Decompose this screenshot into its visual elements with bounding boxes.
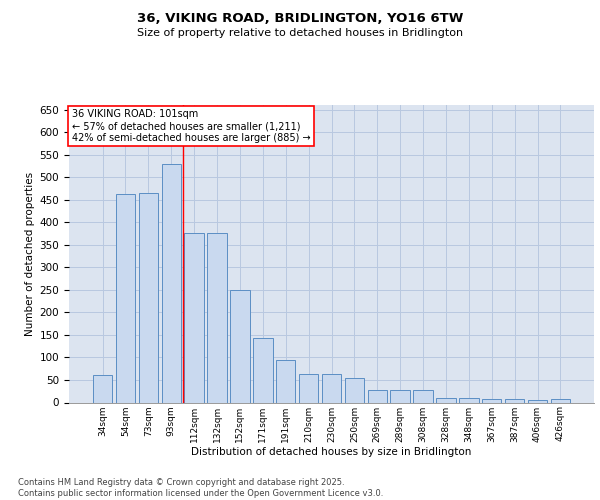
Bar	[116, 194, 135, 402]
Bar	[436, 398, 455, 402]
Bar	[299, 374, 319, 402]
Text: 36, VIKING ROAD, BRIDLINGTON, YO16 6TW: 36, VIKING ROAD, BRIDLINGTON, YO16 6TW	[137, 12, 463, 26]
Bar	[528, 400, 547, 402]
Bar	[482, 399, 502, 402]
Bar	[208, 234, 227, 402]
X-axis label: Distribution of detached houses by size in Bridlington: Distribution of detached houses by size …	[191, 447, 472, 457]
Bar	[93, 374, 112, 402]
Bar	[184, 234, 204, 402]
Bar	[459, 398, 479, 402]
Bar	[161, 164, 181, 402]
Bar	[322, 374, 341, 402]
Y-axis label: Number of detached properties: Number of detached properties	[25, 172, 35, 336]
Bar	[391, 390, 410, 402]
Bar	[230, 290, 250, 403]
Text: Size of property relative to detached houses in Bridlington: Size of property relative to detached ho…	[137, 28, 463, 38]
Text: 36 VIKING ROAD: 101sqm
← 57% of detached houses are smaller (1,211)
42% of semi-: 36 VIKING ROAD: 101sqm ← 57% of detached…	[71, 110, 310, 142]
Bar	[368, 390, 387, 402]
Bar	[253, 338, 272, 402]
Bar	[139, 193, 158, 402]
Bar	[505, 400, 524, 402]
Bar	[344, 378, 364, 402]
Bar	[413, 390, 433, 402]
Bar	[551, 400, 570, 402]
Bar	[276, 360, 295, 403]
Text: Contains HM Land Registry data © Crown copyright and database right 2025.
Contai: Contains HM Land Registry data © Crown c…	[18, 478, 383, 498]
